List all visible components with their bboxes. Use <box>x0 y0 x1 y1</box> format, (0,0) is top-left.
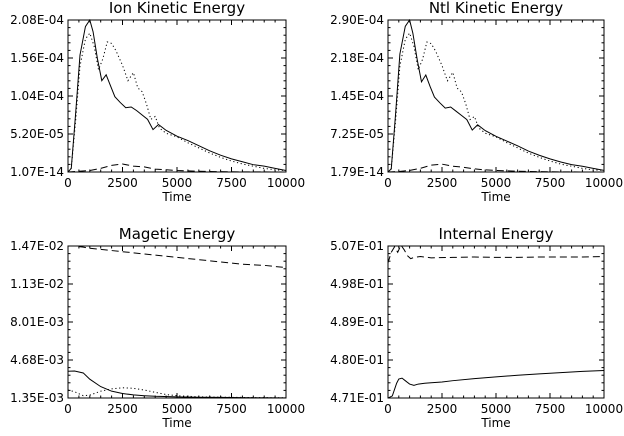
x-tick-label: 2500 <box>427 176 458 190</box>
x-tick-label: 10000 <box>585 402 623 416</box>
y-tick-label: 2.18E-04 <box>330 51 384 65</box>
x-axis-label: Time <box>480 416 510 430</box>
series-line-dotted <box>388 31 604 172</box>
plot-frame <box>67 19 287 173</box>
x-tick-label: 7500 <box>216 176 247 190</box>
y-tick-label: 1.07E-14 <box>10 165 64 179</box>
y-tick-label: 5.20E-05 <box>10 127 64 141</box>
y-tick-label: 1.79E-14 <box>330 165 384 179</box>
y-tick-label: 4.71E-01 <box>330 391 384 405</box>
x-tick-label: 10000 <box>585 176 623 190</box>
series-line-solid <box>68 19 286 172</box>
y-tick-label: 1.47E-02 <box>10 239 64 253</box>
plot-frame <box>387 245 605 399</box>
y-tick-label: 8.01E-03 <box>10 315 64 329</box>
y-tick-label: 4.68E-03 <box>10 353 64 367</box>
series-line-dotted <box>68 32 286 172</box>
x-tick-label: 0 <box>384 176 392 190</box>
y-tick-label: 1.45E-04 <box>330 89 384 103</box>
chart-title: Ntl Kinetic Energy <box>429 0 563 17</box>
x-axis-label: Time <box>161 416 191 430</box>
y-tick-label: 7.25E-05 <box>330 127 384 141</box>
y-tick-label: 4.80E-01 <box>330 353 384 367</box>
x-tick-label: 5000 <box>481 176 512 190</box>
x-tick-label: 0 <box>64 402 72 416</box>
y-tick-label: 1.56E-04 <box>10 51 64 65</box>
x-tick-label: 10000 <box>267 402 305 416</box>
x-tick-label: 2500 <box>427 402 458 416</box>
x-axis-label: Time <box>480 190 510 204</box>
y-tick-label: 4.98E-01 <box>330 277 384 291</box>
series-line-solid <box>388 19 604 172</box>
x-tick-label: 0 <box>384 402 392 416</box>
series-line-solid <box>388 370 604 398</box>
chart-title: Internal Energy <box>438 225 553 243</box>
x-axis-label: Time <box>161 190 191 204</box>
chart-title: Magetic Energy <box>119 225 236 243</box>
y-tick-label: 2.90E-04 <box>330 13 384 27</box>
plot-frame <box>67 245 287 399</box>
chart-panel-1: Ion Kinetic Energy 0 2500 5000 7500 10000 1.07… <box>10 0 305 204</box>
y-tick-label: 5.07E-01 <box>330 239 384 253</box>
y-tick-label: 4.89E-01 <box>330 315 384 329</box>
chart-panel-3: Magetic Energy 0 2500 5000 7500 10000 1.35E-03… <box>10 225 305 430</box>
chart-title: Ion Kinetic Energy <box>109 0 245 17</box>
y-tick-label: 1.13E-02 <box>10 277 64 291</box>
plot-frame <box>387 19 605 173</box>
y-tick-label: 1.04E-04 <box>10 89 64 103</box>
series-line-dashed <box>388 163 604 172</box>
x-tick-label: 7500 <box>216 402 247 416</box>
x-tick-label: 2500 <box>107 176 138 190</box>
y-tick-label: 2.08E-04 <box>10 13 64 27</box>
x-tick-label: 5000 <box>162 402 193 416</box>
x-tick-label: 0 <box>64 176 72 190</box>
x-tick-label: 7500 <box>535 176 566 190</box>
x-tick-label: 5000 <box>481 402 512 416</box>
x-tick-label: 7500 <box>535 402 566 416</box>
x-tick-label: 5000 <box>162 176 193 190</box>
chart-panel-2: Ntl Kinetic Energy 0 2500 5000 7500 10000 1.79… <box>330 0 623 204</box>
series-line-dashed <box>68 163 286 172</box>
x-tick-label: 10000 <box>267 176 305 190</box>
chart-panel-4: Internal Energy 0 2500 5000 7500 10000 4.71E-0… <box>330 225 623 430</box>
series-line-dashed <box>388 245 604 264</box>
series-line-dashed <box>68 245 286 269</box>
y-tick-label: 1.35E-03 <box>10 391 64 405</box>
x-tick-label: 2500 <box>107 402 138 416</box>
